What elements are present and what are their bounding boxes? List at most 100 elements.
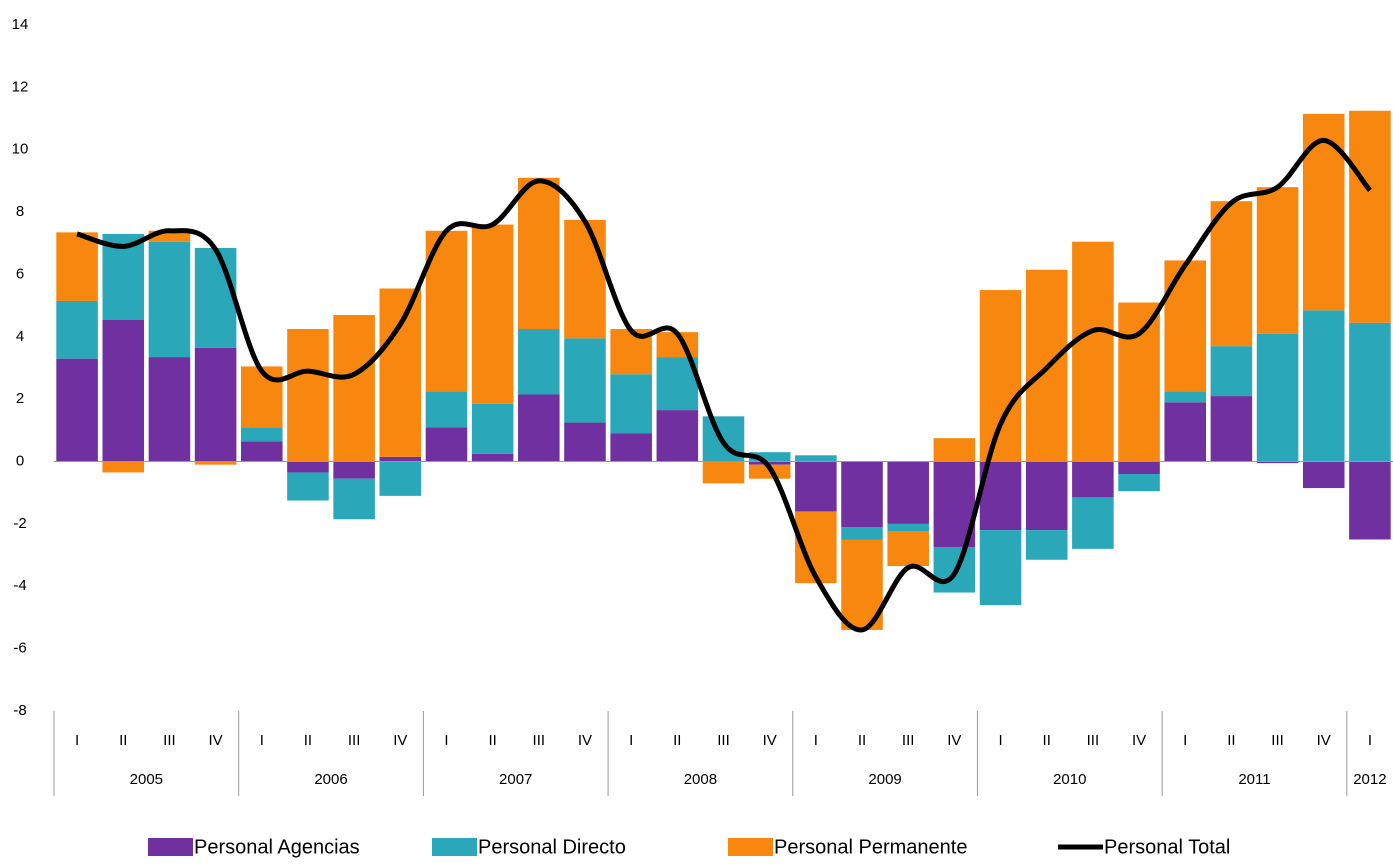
bar <box>1025 530 1068 560</box>
bar <box>1349 461 1391 540</box>
bar <box>887 523 929 532</box>
x-tick-label: III <box>533 732 546 749</box>
bar <box>1210 201 1253 347</box>
x-tick-label: II <box>119 732 127 749</box>
bar <box>1072 497 1114 549</box>
bar <box>379 461 422 496</box>
bar <box>564 219 606 339</box>
x-tick-label: IV <box>1317 732 1331 749</box>
x-tick-label: I <box>814 732 818 749</box>
x-tick-label: I <box>1368 732 1372 749</box>
bar <box>148 357 191 462</box>
bar <box>1164 391 1207 403</box>
bar <box>471 224 514 404</box>
x-tick-label: I <box>629 732 633 749</box>
group-label: 2007 <box>499 771 532 788</box>
bar <box>1256 461 1299 464</box>
bar <box>841 461 883 528</box>
bar <box>425 391 468 428</box>
x-tick-label: III <box>163 732 176 749</box>
x-tick-label: II <box>858 732 866 749</box>
x-tick-label: IV <box>763 732 777 749</box>
bar <box>287 472 329 501</box>
bar <box>379 288 422 457</box>
y-tick-label: 14 <box>12 16 29 33</box>
bar <box>1210 396 1253 462</box>
bar <box>1349 110 1391 323</box>
group-label: 2008 <box>684 771 717 788</box>
bar <box>748 461 791 465</box>
x-tick-label: III <box>348 732 361 749</box>
bar <box>240 441 283 462</box>
bar <box>425 427 468 462</box>
bar <box>1302 461 1345 489</box>
bar <box>564 338 606 423</box>
x-tick-label: II <box>673 732 681 749</box>
x-tick-label: III <box>902 732 915 749</box>
y-tick-label: 8 <box>16 203 24 220</box>
bar <box>333 461 375 479</box>
y-tick-label: -4 <box>13 577 26 594</box>
y-tick-label: 12 <box>12 78 29 95</box>
y-tick-label: 0 <box>16 453 24 470</box>
bar <box>379 456 422 462</box>
x-tick-label: II <box>488 732 496 749</box>
bar <box>887 531 929 567</box>
bar <box>795 461 837 512</box>
bar <box>56 300 98 359</box>
legend-label: Personal Total <box>1104 836 1230 858</box>
bar <box>887 461 929 524</box>
x-tick-label: IV <box>209 732 223 749</box>
group-label: 2006 <box>314 771 347 788</box>
x-tick-label: II <box>1043 732 1051 749</box>
bar <box>564 422 606 462</box>
bar <box>610 374 652 434</box>
bar <box>518 329 560 395</box>
bar <box>287 329 329 462</box>
x-tick-label: II <box>304 732 312 749</box>
x-tick-label: IV <box>578 732 592 749</box>
bar <box>240 366 283 428</box>
legend-label: Personal Permanente <box>774 836 967 858</box>
x-tick-label: I <box>998 732 1002 749</box>
bar <box>1349 322 1391 462</box>
x-tick-label: I <box>75 732 79 749</box>
legend-swatch <box>728 838 773 856</box>
x-tick-label: III <box>1271 732 1284 749</box>
bar <box>795 455 837 462</box>
bar <box>1025 461 1068 531</box>
bar <box>333 478 375 520</box>
bar <box>1118 461 1160 475</box>
bar <box>194 461 237 465</box>
bar <box>240 427 283 442</box>
bar <box>1072 461 1114 498</box>
legend-swatch <box>432 838 477 856</box>
legend-label: Personal Agencias <box>194 836 360 858</box>
bar <box>287 461 329 473</box>
bar <box>656 410 699 462</box>
bar <box>56 232 98 301</box>
y-tick-label: 4 <box>16 328 24 345</box>
x-tick-label: IV <box>1132 732 1146 749</box>
group-label: 2011 <box>1238 771 1270 788</box>
bar <box>194 247 237 348</box>
bar <box>1072 241 1114 462</box>
bar <box>933 438 976 462</box>
bar <box>148 230 191 242</box>
legend-swatch <box>148 838 193 856</box>
bar <box>1256 187 1299 334</box>
x-tick-label: III <box>1087 732 1100 749</box>
bar <box>194 347 237 462</box>
bar <box>1302 310 1345 462</box>
bar <box>1118 474 1160 492</box>
y-tick-label: 10 <box>12 141 29 158</box>
bar <box>1164 402 1207 462</box>
legend-label: Personal Directo <box>478 836 626 858</box>
bar <box>610 433 652 462</box>
bar <box>333 314 375 462</box>
bar <box>979 530 1022 605</box>
bar <box>841 527 883 540</box>
y-tick-label: -8 <box>13 702 26 719</box>
x-tick-label: I <box>1183 732 1187 749</box>
